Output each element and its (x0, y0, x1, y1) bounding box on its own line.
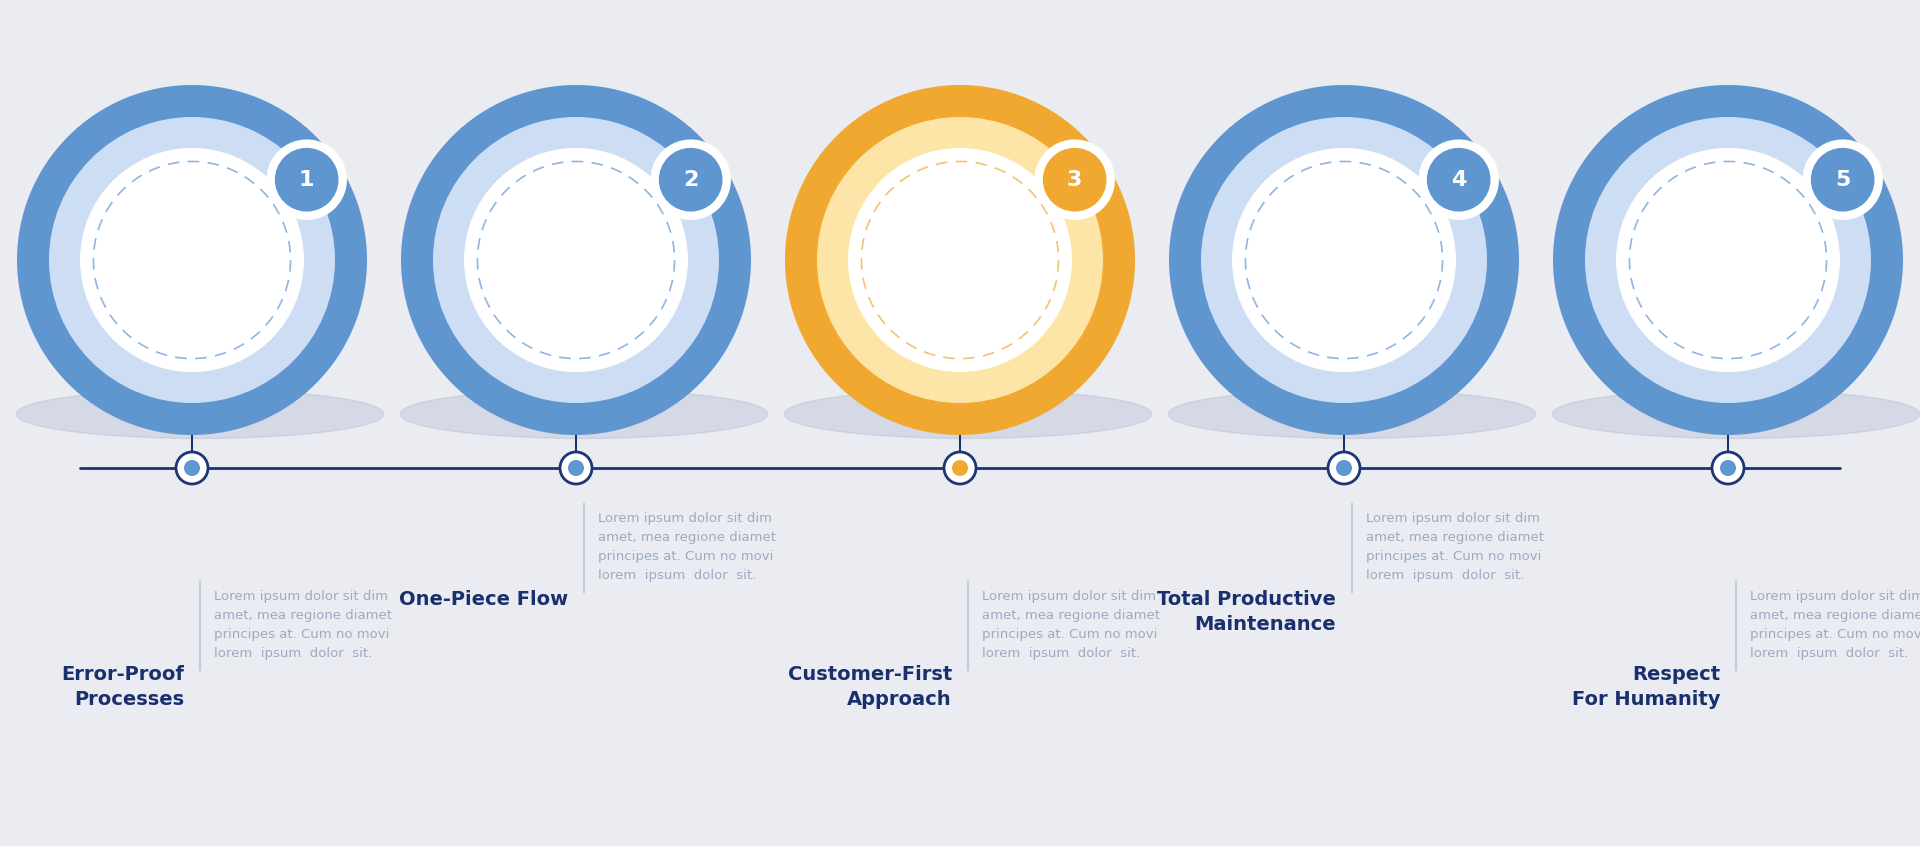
Ellipse shape (15, 389, 384, 438)
Text: Lorem ipsum dolor sit dim
amet, mea regione diamet
principes at. Cum no movi
lor: Lorem ipsum dolor sit dim amet, mea regi… (1365, 512, 1544, 582)
Circle shape (1035, 140, 1116, 220)
Text: Error-Proof
Processes: Error-Proof Processes (61, 665, 184, 709)
Circle shape (1586, 117, 1870, 403)
Circle shape (81, 148, 303, 372)
Circle shape (1425, 146, 1492, 213)
Circle shape (945, 452, 975, 484)
Ellipse shape (783, 389, 1152, 438)
Circle shape (17, 85, 367, 435)
Circle shape (401, 85, 751, 435)
Circle shape (1809, 146, 1876, 213)
Circle shape (177, 452, 207, 484)
Text: 4: 4 (1452, 170, 1467, 190)
Text: Lorem ipsum dolor sit dim
amet, mea regione diamet
principes at. Cum no movi
lor: Lorem ipsum dolor sit dim amet, mea regi… (1749, 590, 1920, 660)
Circle shape (1720, 460, 1736, 476)
Text: 3: 3 (1068, 170, 1083, 190)
Text: Lorem ipsum dolor sit dim
amet, mea regione diamet
principes at. Cum no movi
lor: Lorem ipsum dolor sit dim amet, mea regi… (597, 512, 776, 582)
Ellipse shape (1167, 389, 1536, 438)
Text: Total Productive
Maintenance: Total Productive Maintenance (1158, 590, 1336, 634)
Circle shape (273, 146, 340, 213)
Circle shape (465, 148, 687, 372)
Ellipse shape (399, 389, 768, 438)
Circle shape (1169, 85, 1519, 435)
Circle shape (1329, 452, 1359, 484)
Text: 5: 5 (1836, 170, 1851, 190)
Circle shape (1041, 146, 1108, 213)
Circle shape (1202, 117, 1486, 403)
Circle shape (434, 117, 718, 403)
Circle shape (818, 117, 1102, 403)
Circle shape (184, 460, 200, 476)
Circle shape (1336, 460, 1352, 476)
Text: Lorem ipsum dolor sit dim
amet, mea regione diamet
principes at. Cum no movi
lor: Lorem ipsum dolor sit dim amet, mea regi… (981, 590, 1160, 660)
Circle shape (1419, 140, 1500, 220)
Circle shape (1803, 140, 1884, 220)
Circle shape (1713, 452, 1743, 484)
Text: 1: 1 (300, 170, 315, 190)
Circle shape (657, 146, 724, 213)
Text: 2: 2 (684, 170, 699, 190)
Circle shape (50, 117, 334, 403)
Circle shape (568, 460, 584, 476)
Circle shape (849, 148, 1071, 372)
Text: Lorem ipsum dolor sit dim
amet, mea regione diamet
principes at. Cum no movi
lor: Lorem ipsum dolor sit dim amet, mea regi… (213, 590, 392, 660)
Text: Customer-First
Approach: Customer-First Approach (787, 665, 952, 709)
Circle shape (1233, 148, 1455, 372)
Ellipse shape (1551, 389, 1920, 438)
Text: One-Piece Flow: One-Piece Flow (399, 590, 568, 609)
Circle shape (785, 85, 1135, 435)
Circle shape (1617, 148, 1839, 372)
Text: Respect
For Humanity: Respect For Humanity (1571, 665, 1720, 709)
Circle shape (267, 140, 348, 220)
Circle shape (651, 140, 732, 220)
Circle shape (952, 460, 968, 476)
Circle shape (1553, 85, 1903, 435)
Circle shape (561, 452, 591, 484)
